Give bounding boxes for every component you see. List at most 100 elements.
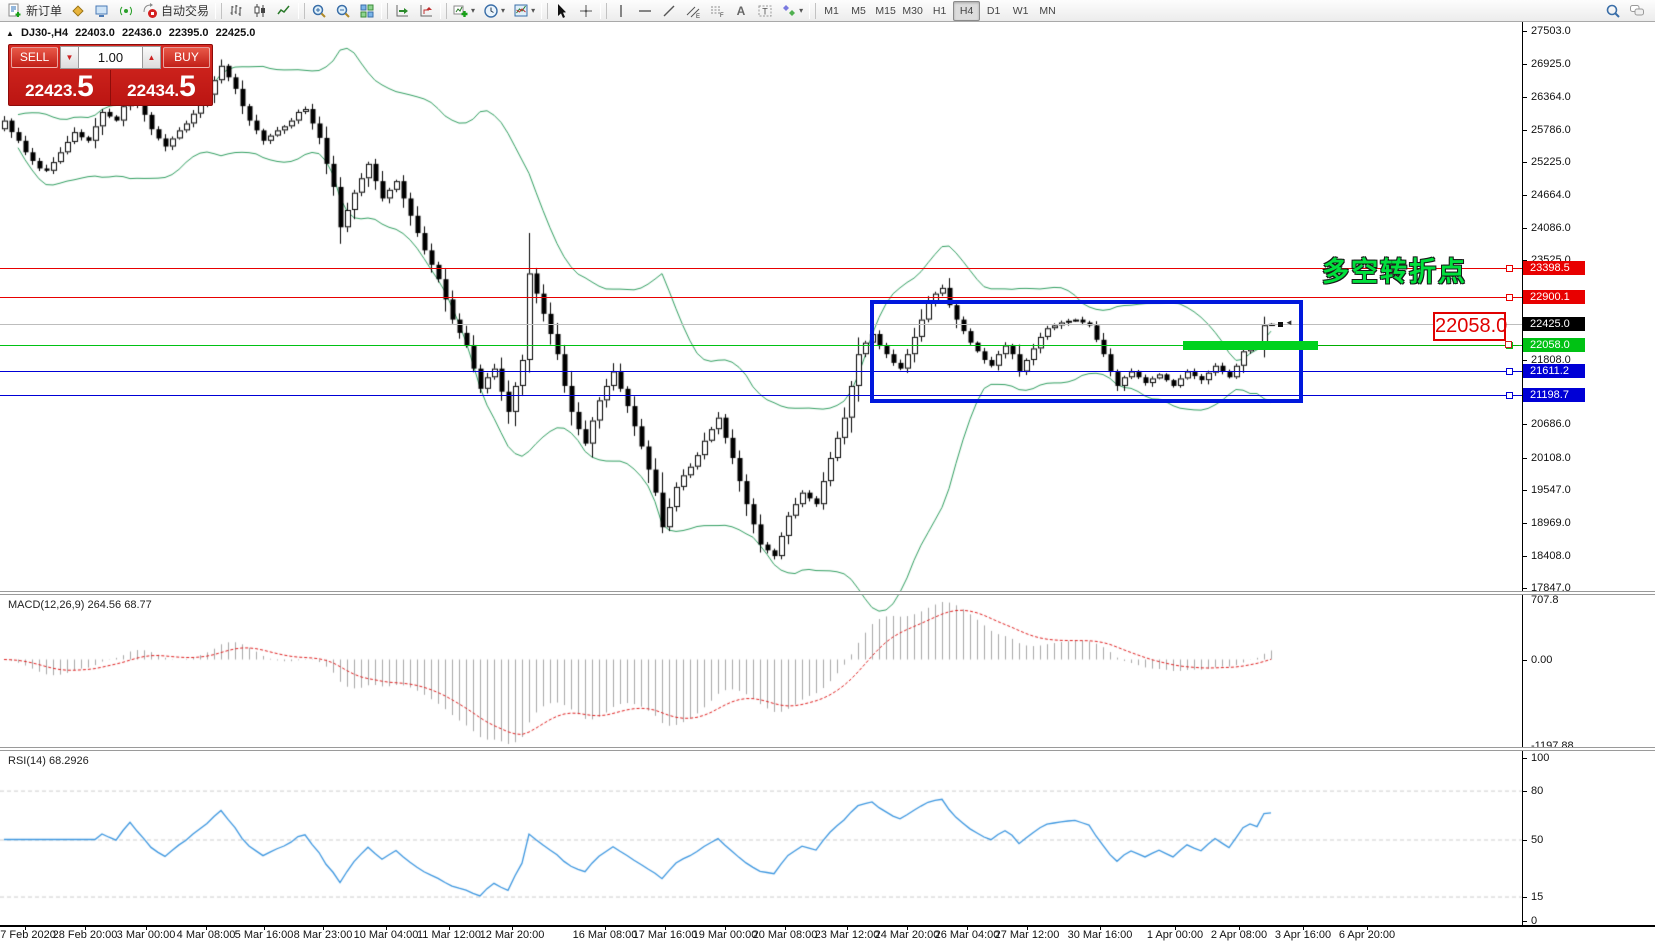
auto-scroll-button[interactable] xyxy=(390,1,414,21)
zoomin-icon xyxy=(311,3,327,19)
timeframe-m1-button[interactable]: M1 xyxy=(824,4,839,17)
toolbar: 新订单 自动交易 ▾ ▾ ▾ E F A T ▾ M1 M5 M15 M30 H1 H4 D1 W1 MN xyxy=(0,0,1655,22)
timeframe-mn-button[interactable]: MN xyxy=(1039,4,1056,17)
toolbar-separator xyxy=(440,2,448,19)
price-callout[interactable]: 22058.0 xyxy=(1433,312,1507,341)
time-tick xyxy=(206,925,207,930)
timeframe-w1-button[interactable]: W1 xyxy=(1012,4,1029,17)
macd-axis-zero: 0.00 xyxy=(1531,653,1553,666)
sell-price[interactable]: 22423.5 xyxy=(9,70,111,105)
timeframe-h1-button[interactable]: H1 xyxy=(932,4,947,17)
collapse-panel-icon[interactable]: ▲ xyxy=(6,29,14,38)
labelT-icon: T xyxy=(757,3,773,19)
callout-anchor-square[interactable] xyxy=(1505,341,1512,349)
crosshair-button[interactable] xyxy=(574,1,598,21)
hline-21198.7[interactable] xyxy=(0,394,1522,396)
hline-23398.5[interactable] xyxy=(0,267,1522,269)
price-tick-mark xyxy=(1522,96,1527,98)
line-chart-button[interactable] xyxy=(272,1,296,21)
price-tick-mark xyxy=(1522,489,1527,491)
hline-22900.1[interactable] xyxy=(0,296,1522,298)
search-button[interactable] xyxy=(1601,1,1625,21)
timeframe-m15-button[interactable]: M15 xyxy=(875,4,896,17)
volume-up-button[interactable]: ▲ xyxy=(142,46,161,69)
horizontal-line-button[interactable] xyxy=(633,1,657,21)
price-tick-label: 26364.0 xyxy=(1531,90,1571,103)
text-button[interactable]: A xyxy=(729,1,753,21)
zoom-in-button[interactable] xyxy=(307,1,331,21)
dropdown-arrow-icon[interactable]: ▾ xyxy=(531,6,536,15)
vertical-line-button[interactable] xyxy=(609,1,633,21)
volume-control: ▼ 1.00 ▲ xyxy=(60,46,161,69)
toolbar-separator xyxy=(298,2,306,19)
turning-point-annotation[interactable]: 多空转折点 xyxy=(1322,257,1467,287)
candles-icon xyxy=(252,3,268,19)
timeframe-h4-button[interactable]: H4 xyxy=(953,0,981,21)
channel-icon: E xyxy=(685,3,701,19)
shapes-button[interactable]: ▾ xyxy=(777,1,807,21)
chat-button[interactable] xyxy=(1625,1,1649,21)
dropdown-arrow-icon[interactable]: ▾ xyxy=(501,6,506,15)
rsi-axis-label: 50 xyxy=(1531,833,1544,846)
chart-canvas[interactable] xyxy=(0,22,1655,945)
rsi-axis-label: 100 xyxy=(1531,752,1550,764)
trendline-button[interactable] xyxy=(657,1,681,21)
timeframe-m30-button[interactable]: M30 xyxy=(902,4,923,17)
line-anchor-square[interactable] xyxy=(1506,293,1513,301)
diamond-icon xyxy=(70,3,86,19)
cursor-icon xyxy=(554,3,570,19)
rsi-panel-separator[interactable] xyxy=(0,747,1655,751)
toolbar-separator xyxy=(809,2,817,19)
toolbar-separator xyxy=(541,2,549,19)
periods-button[interactable]: ▾ xyxy=(479,1,509,21)
candlestick-chart-button[interactable] xyxy=(248,1,272,21)
label-button[interactable]: T xyxy=(753,1,777,21)
sell-button[interactable]: SELL xyxy=(11,47,58,68)
navigator-button[interactable] xyxy=(90,1,114,21)
hline-21611.2[interactable] xyxy=(0,370,1522,372)
bar-chart-button[interactable] xyxy=(224,1,248,21)
fibonacci-button[interactable]: F xyxy=(705,1,729,21)
indplus-icon xyxy=(453,3,469,19)
zoomout-icon xyxy=(335,3,351,19)
auto-trading-button[interactable]: 自动交易 xyxy=(138,1,213,21)
key-level-bar[interactable] xyxy=(1183,341,1318,351)
price-tick-mark xyxy=(1522,228,1527,230)
toolbar-separator xyxy=(600,2,608,19)
channel-button[interactable]: E xyxy=(681,1,705,21)
indicators-button[interactable]: ▾ xyxy=(449,1,479,21)
time-tick xyxy=(146,925,147,930)
dropdown-arrow-icon[interactable]: ▾ xyxy=(471,6,476,15)
buy-button[interactable]: BUY xyxy=(163,47,210,68)
market-watch-button[interactable] xyxy=(66,1,90,21)
line-anchor-square[interactable] xyxy=(1506,391,1513,399)
signals-button[interactable] xyxy=(114,1,138,21)
shapes-icon xyxy=(781,3,797,19)
buy-price[interactable]: 22434.5 xyxy=(111,70,212,105)
chart-shift-button[interactable] xyxy=(414,1,438,21)
new-order-button[interactable]: 新订单 xyxy=(3,1,66,21)
hline-icon xyxy=(637,3,653,19)
tile-windows-button[interactable] xyxy=(355,1,379,21)
timeframe-m5-button[interactable]: M5 xyxy=(851,4,866,17)
line-anchor-square[interactable] xyxy=(1506,367,1513,375)
ohlc-open: 22403.0 xyxy=(75,27,115,39)
price-tick-label: 19547.0 xyxy=(1531,483,1571,496)
timeframe-d1-button[interactable]: D1 xyxy=(986,4,1001,17)
chat-icon xyxy=(1629,3,1645,19)
volume-input[interactable]: 1.00 xyxy=(79,46,142,69)
zoom-out-button[interactable] xyxy=(331,1,355,21)
line-anchor-square[interactable] xyxy=(1506,264,1513,272)
templates-button[interactable]: ▾ xyxy=(509,1,539,21)
cursor-button[interactable] xyxy=(550,1,574,21)
macd-panel-separator[interactable] xyxy=(0,591,1655,595)
time-label: 30 Mar 16:00 xyxy=(1067,929,1133,941)
time-label: 26 Mar 04:00 xyxy=(934,929,1000,941)
dropdown-arrow-icon[interactable]: ▾ xyxy=(799,6,804,15)
time-tick xyxy=(1175,925,1176,930)
consolidation-box[interactable] xyxy=(870,299,1303,404)
autoscroll-icon xyxy=(394,3,410,19)
price-axis-border xyxy=(1522,22,1523,927)
volume-down-button[interactable]: ▼ xyxy=(60,46,79,69)
hline-22058.0[interactable] xyxy=(0,345,1522,347)
